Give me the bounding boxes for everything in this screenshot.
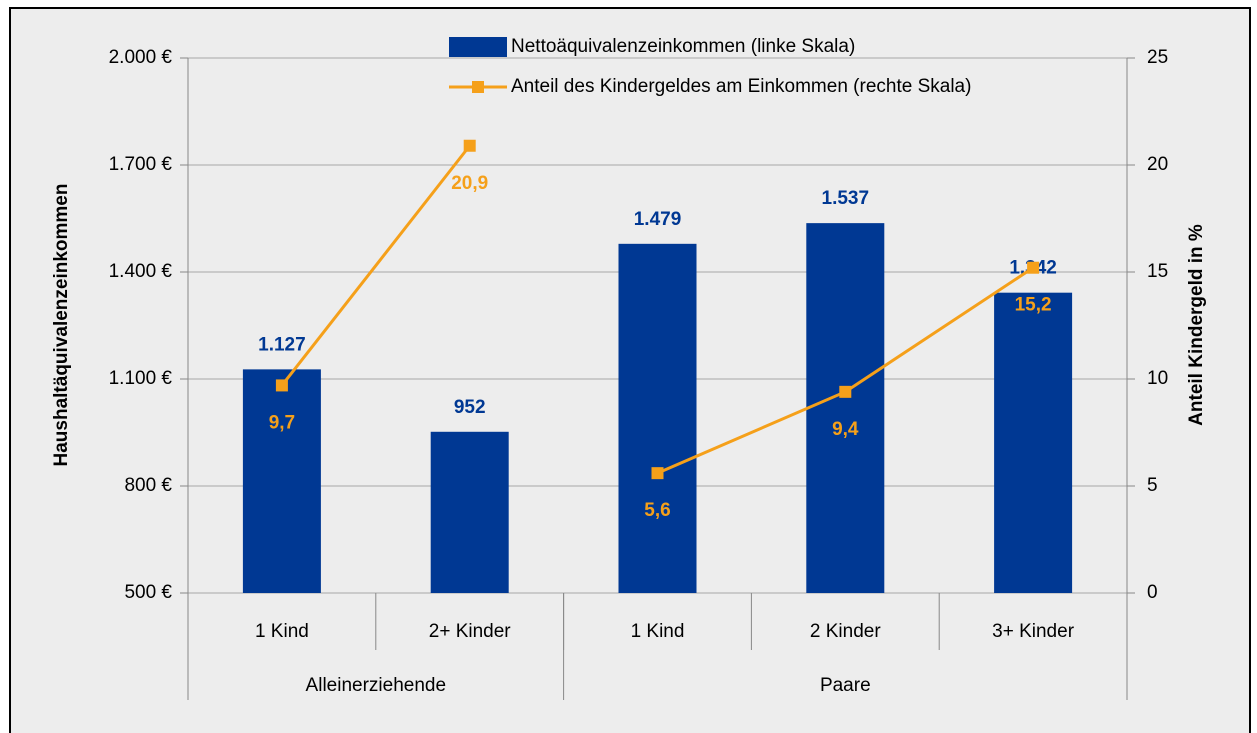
x-tick-label: 2+ Kinder xyxy=(429,621,512,642)
line-marker xyxy=(1027,261,1040,274)
line-value-label: 20,9 xyxy=(451,173,488,194)
y2-tick-label: 5 xyxy=(1147,475,1158,496)
x-tick-label: 1 Kind xyxy=(255,621,309,642)
line-marker xyxy=(275,379,288,392)
line-value-label: 15,2 xyxy=(1015,295,1052,316)
line-marker xyxy=(839,385,852,398)
bar xyxy=(994,292,1073,593)
y2-axis-title: Anteil Kindergeld in % xyxy=(1186,224,1207,426)
legend-swatch-marker xyxy=(472,81,484,93)
y-axis-title: Haushaltäquivalenzeinkommen xyxy=(51,184,72,467)
legend-swatch xyxy=(449,37,507,57)
y-tick-label: 1.400 € xyxy=(109,261,173,282)
legend-label: Anteil des Kindergeldes am Einkommen (re… xyxy=(511,76,971,97)
y-tick-label: 1.700 € xyxy=(109,154,173,175)
bar xyxy=(430,431,509,593)
bar-value-label: 1.537 xyxy=(822,188,870,209)
line-value-label: 9,4 xyxy=(832,419,859,440)
y-tick-label: 1.100 € xyxy=(109,368,173,389)
y-tick-label: 500 € xyxy=(124,582,172,603)
line-marker xyxy=(463,139,476,152)
bar xyxy=(618,243,697,593)
bar-value-label: 1.479 xyxy=(634,209,682,230)
line-value-label: 9,7 xyxy=(269,412,295,433)
x-tick-label: 1 Kind xyxy=(631,621,685,642)
bar xyxy=(806,223,885,594)
y-tick-label: 800 € xyxy=(124,475,172,496)
line xyxy=(280,144,471,387)
bar-value-label: 1.127 xyxy=(258,334,306,355)
y2-tick-label: 10 xyxy=(1147,368,1168,389)
y-tick-label: 2.000 € xyxy=(109,47,173,68)
y2-tick-label: 0 xyxy=(1147,582,1158,603)
bar xyxy=(242,369,321,593)
x-tick-label: 3+ Kinder xyxy=(992,621,1075,642)
line-marker xyxy=(651,467,664,480)
legend-label: Nettoäquivalenzeinkommen (linke Skala) xyxy=(511,36,855,57)
y2-tick-label: 20 xyxy=(1147,154,1168,175)
y2-tick-label: 25 xyxy=(1147,47,1168,68)
group-label: Paare xyxy=(820,675,871,696)
bar-value-label: 952 xyxy=(454,397,486,418)
x-tick-label: 2 Kinder xyxy=(810,621,881,642)
group-label: Alleinerziehende xyxy=(306,675,447,696)
line-value-label: 5,6 xyxy=(644,500,670,521)
y2-tick-label: 15 xyxy=(1147,261,1168,282)
